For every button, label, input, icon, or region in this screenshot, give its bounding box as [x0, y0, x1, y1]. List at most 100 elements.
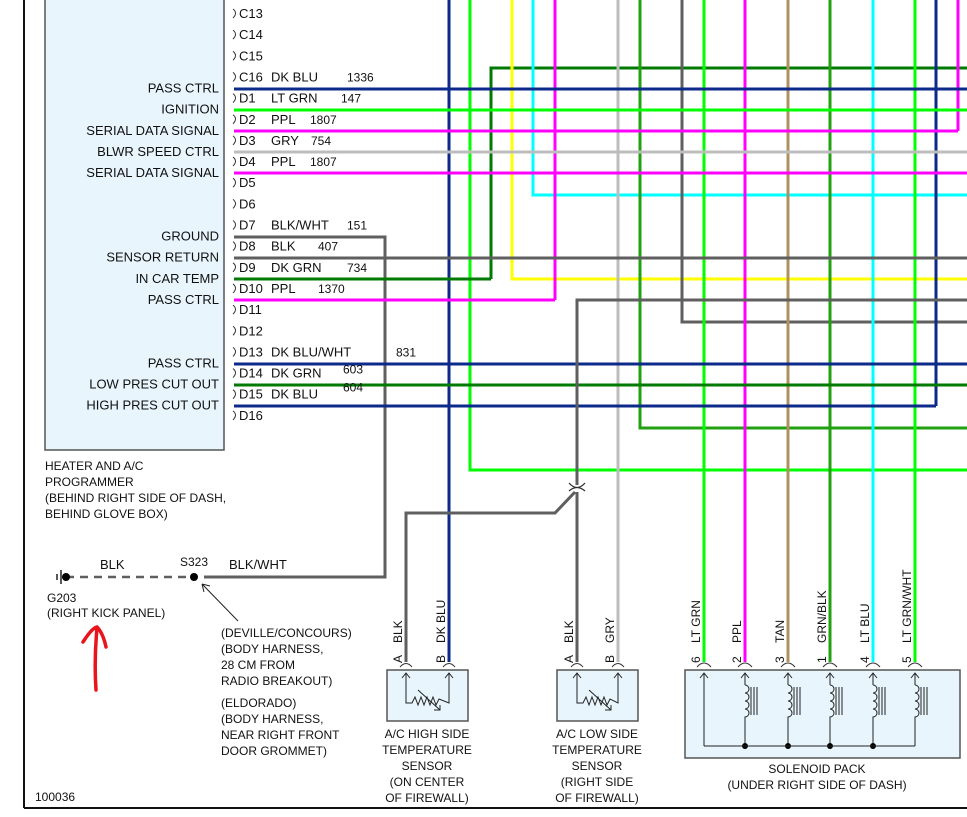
pin-id: D1	[239, 91, 256, 106]
circuit-number: 604	[343, 381, 363, 395]
wire	[531, 0, 967, 197]
wire-color-label: GRY	[271, 133, 299, 148]
high_sensor-caption: A/C HIGH SIDE	[385, 727, 470, 741]
low_sensor-caption: (RIGHT SIDE	[561, 775, 633, 789]
circuit-number: 1336	[347, 70, 374, 84]
splice-dot	[190, 573, 198, 581]
pin-function-label: PASS CTRL	[148, 355, 219, 370]
thermistor-icon	[572, 672, 623, 711]
pin-function-label: SERIAL DATA SIGNAL	[86, 165, 219, 180]
wire-color-label: LT GRN	[271, 91, 317, 106]
low_sensor-box	[556, 669, 639, 722]
solenoid-pack-box	[684, 669, 961, 759]
pin-terminal-icon	[232, 135, 236, 146]
pin-id: D9	[239, 260, 256, 275]
low_sensor-pin-id: B	[603, 655, 617, 663]
splice-location-note: (BODY HARNESS,	[221, 712, 323, 726]
wire-color-label: BLK	[271, 239, 296, 254]
solenoid-coil-icon	[744, 684, 758, 746]
solenoid-pin-id: 1	[815, 656, 829, 663]
figure-id: 100036	[35, 790, 75, 804]
wires	[204, 0, 967, 662]
high_sensor-pin-color: DK BLU	[434, 600, 448, 643]
terminal-lead	[910, 672, 920, 685]
solenoid-coil-icon	[914, 684, 928, 746]
splice-location-note: (BODY HARNESS,	[221, 642, 323, 656]
low_sensor-pin-id: A	[562, 655, 576, 663]
high_sensor-box	[386, 669, 469, 722]
wire-color-label: DK BLU	[271, 387, 318, 402]
connector-terminal-icon	[822, 662, 838, 668]
pin-terminal-icon	[232, 93, 236, 103]
pin-id: C13	[239, 6, 263, 21]
connector-terminal-icon	[611, 663, 625, 668]
wire	[638, 0, 967, 430]
high_sensor-pin-id: B	[434, 655, 448, 663]
high_sensor-caption: OF FIREWALL)	[385, 791, 469, 805]
pin-terminal-icon	[232, 114, 236, 125]
pin-terminal-icon	[232, 262, 236, 273]
circuit-number: 407	[318, 240, 338, 254]
connector-terminal-icon	[780, 662, 796, 668]
low_sensor-caption: A/C LOW SIDE	[556, 727, 638, 741]
terminal-lead	[868, 672, 878, 685]
circuit-number: 151	[347, 219, 367, 233]
circuit-number: 1807	[310, 113, 337, 127]
programmer-caption: HEATER AND A/C	[45, 459, 144, 473]
circuit-number: 1807	[310, 155, 337, 169]
circuit-number: 603	[343, 363, 363, 377]
solenoid-pin-color: TAN	[773, 620, 787, 643]
pin-id: D3	[239, 133, 256, 148]
low_sensor-caption: OF FIREWALL)	[555, 791, 639, 805]
splice-location-note: DOOR GROMMET)	[221, 744, 327, 758]
circuit-number: 734	[347, 261, 367, 275]
pin-terminal-icon	[232, 8, 236, 19]
pin-id: D6	[239, 196, 256, 211]
ground-caption: G203	[47, 591, 77, 605]
splice-location-note: (DEVILLE/CONCOURS)	[221, 626, 352, 640]
solenoid-caption: (UNDER RIGHT SIDE OF DASH)	[727, 778, 906, 792]
solenoid-pin-id: 3	[773, 656, 787, 663]
pin-id: D14	[239, 366, 263, 381]
splice-location-note: (ELDORADO)	[221, 696, 296, 710]
pin-function-label: IGNITION	[161, 102, 219, 117]
pin-id: D15	[239, 387, 263, 402]
solenoid-pin-color: LT GRN/WHT	[900, 569, 914, 643]
wire	[680, 0, 967, 324]
wire	[468, 0, 967, 472]
pin-function-label: PASS CTRL	[148, 292, 219, 307]
pin-terminal-icon	[232, 241, 236, 252]
high_sensor-pin-id: A	[391, 655, 405, 663]
terminal-lead	[825, 672, 835, 685]
terminal-lead	[783, 672, 793, 685]
pin-id: D4	[239, 154, 256, 169]
connector-terminal-icon	[696, 662, 712, 668]
solenoid-pin-id: 6	[689, 656, 703, 663]
wire	[404, 490, 577, 662]
pin-id: D7	[239, 218, 256, 233]
splice-location-note: NEAR RIGHT FRONT	[221, 728, 340, 742]
high_sensor-caption: TEMPERATURE	[382, 743, 472, 757]
wire-color-label: PPL	[271, 112, 296, 127]
pin-id: C16	[239, 69, 263, 84]
pin-id: D13	[239, 344, 263, 359]
pin-id: D8	[239, 239, 256, 254]
low_sensor-pin-color: BLK	[562, 620, 576, 643]
high_sensor-pin-color: BLK	[391, 620, 405, 643]
connector-terminal-icon	[442, 663, 456, 668]
pin-terminal-icon	[232, 325, 236, 336]
terminal-lead	[699, 672, 709, 746]
solenoid-pin-color: LT BLU	[858, 603, 872, 643]
red-annotation-arrow-icon	[81, 625, 108, 692]
wire-color-label: DK BLU/WHT	[271, 344, 351, 359]
low_sensor-caption: SENSOR	[572, 759, 623, 773]
connector-terminal-icon	[570, 663, 584, 668]
solenoid-pin-color: GRN/BLK	[815, 590, 829, 643]
low_sensor-pin-color: GRY	[603, 617, 617, 643]
inline-connector-icon	[568, 482, 586, 492]
pin-terminal-icon	[232, 283, 236, 294]
pin-function-label: LOW PRES CUT OUT	[89, 377, 219, 392]
pin-terminal-icon	[232, 50, 236, 61]
programmer-box	[44, 0, 225, 451]
programmer-caption: (BEHIND RIGHT SIDE OF DASH,	[45, 491, 226, 505]
